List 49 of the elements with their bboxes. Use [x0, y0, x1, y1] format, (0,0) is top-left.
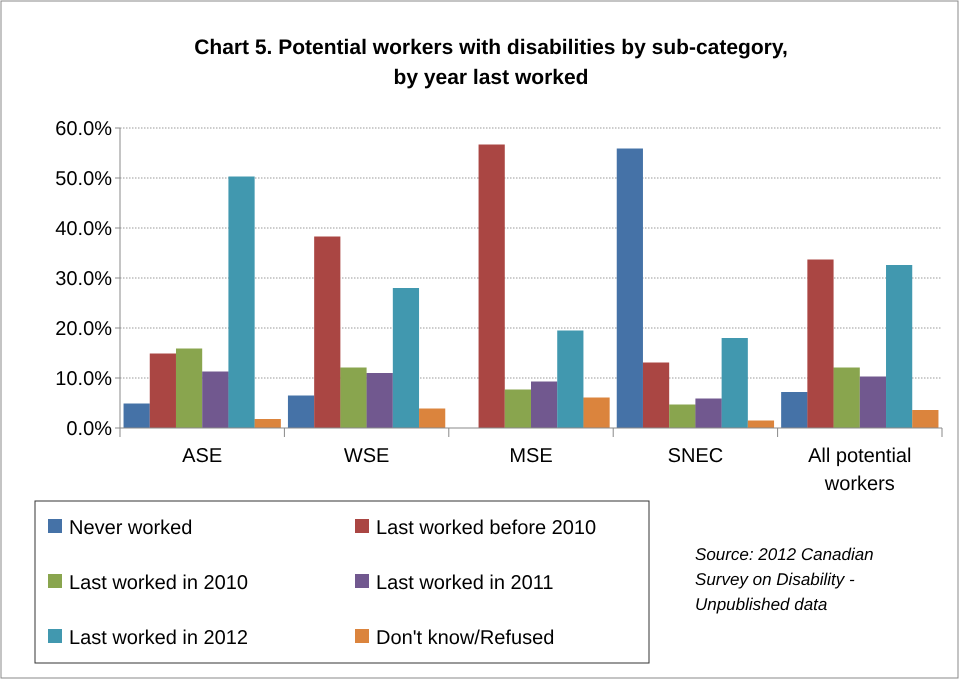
y-tick-label: 10.0% [55, 368, 112, 390]
x-tick-label: WSE [344, 445, 390, 467]
bar [807, 260, 834, 428]
legend-label: Last worked before 2010 [376, 517, 596, 539]
bar [504, 390, 531, 428]
bar [860, 376, 886, 428]
legend-label: Never worked [69, 517, 192, 539]
y-tick-label: 50.0% [55, 168, 112, 190]
bar [616, 148, 643, 428]
bar [886, 265, 912, 428]
bar [340, 368, 367, 428]
bar [419, 408, 446, 428]
bar [669, 404, 696, 428]
bar [834, 368, 860, 428]
bar [228, 176, 255, 428]
y-tick-label: 40.0% [55, 218, 112, 240]
bar [478, 144, 505, 428]
bar [392, 288, 420, 428]
bar [176, 348, 202, 428]
bar [150, 354, 176, 428]
bar [202, 372, 228, 428]
bar [314, 236, 340, 428]
bar [912, 410, 938, 428]
legend-label: Last worked in 2012 [69, 627, 248, 649]
y-tick-label: 20.0% [55, 318, 112, 340]
legend-label: Last worked in 2010 [69, 572, 248, 594]
bar [695, 398, 722, 428]
bar [781, 392, 808, 428]
bar [288, 396, 314, 428]
y-tick-label: 30.0% [55, 268, 112, 290]
legend-label: Don't know/Refused [376, 627, 554, 649]
legend-label: Last worked in 2011 [376, 572, 554, 594]
x-tick-label: SNEC [668, 445, 724, 467]
y-tick-label: 0.0% [66, 418, 112, 440]
bar [748, 420, 774, 428]
bar [557, 330, 584, 428]
bar [722, 338, 748, 428]
bar [366, 373, 393, 428]
bar [124, 404, 150, 428]
bar [531, 382, 558, 428]
bar [583, 398, 610, 428]
y-tick-label: 60.0% [55, 118, 112, 140]
chart-title: Chart 5. Potential workers with disabilities by sub-category, by year last worked [194, 36, 788, 89]
x-tick-label: MSE [509, 445, 553, 467]
x-tick-label: All potential workers [808, 445, 912, 495]
bar [254, 419, 281, 428]
source-note: Source: 2012 Canadian Survey on Disability - Unpublished data [695, 545, 874, 614]
x-tick-label: ASE [182, 445, 222, 467]
bar [642, 362, 670, 428]
